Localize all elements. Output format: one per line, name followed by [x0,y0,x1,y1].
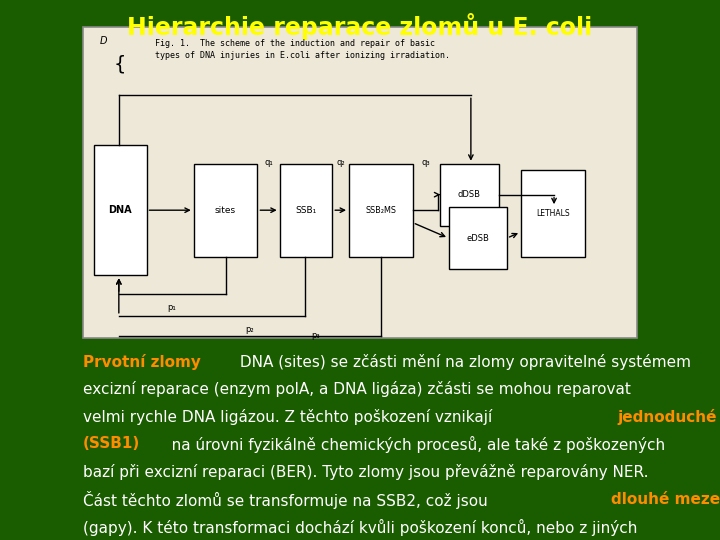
Text: bazí při excizní reparaci (BER). Tyto zlomy jsou převážně reparovány NER.: bazí při excizní reparaci (BER). Tyto zl… [83,464,648,480]
Text: p₃: p₃ [311,331,320,340]
Text: DNA (sites) se zčásti mění na zlomy opravitelné systémem: DNA (sites) se zčásti mění na zlomy opra… [235,354,691,370]
Text: (SSB1): (SSB1) [83,436,140,451]
Text: (gapy). K této transformaci dochází kvůli poškození konců, nebo z jiných: (gapy). K této transformaci dochází kvůl… [83,519,637,536]
Text: Prvotní zlomy: Prvotní zlomy [83,354,201,370]
FancyBboxPatch shape [83,27,637,338]
FancyBboxPatch shape [449,207,507,269]
Text: LETHALS: LETHALS [536,209,570,218]
Text: jednoduché zlomy: jednoduché zlomy [617,409,720,425]
Text: Část těchto zlomů se transformuje na SSB2, což jsou: Část těchto zlomů se transformuje na SSB… [83,491,492,509]
Text: p₂: p₂ [245,325,253,334]
FancyBboxPatch shape [441,164,498,226]
Text: q₃: q₃ [421,158,430,167]
Text: SSB₁: SSB₁ [295,206,317,215]
Text: DNA: DNA [109,205,132,215]
Text: sites: sites [215,206,236,215]
Text: na úrovni fyzikálně chemických procesů, ale také z poškozených: na úrovni fyzikálně chemických procesů, … [157,436,665,454]
Text: q₂: q₂ [337,158,346,167]
FancyBboxPatch shape [94,145,147,275]
Text: Hierarchie reparace zlomů u E. coli: Hierarchie reparace zlomů u E. coli [127,14,593,40]
Text: eDSB: eDSB [467,234,490,242]
Text: Fig. 1.  The scheme of the induction and repair of basic
types of DNA injuries i: Fig. 1. The scheme of the induction and … [155,39,450,60]
Text: q₁: q₁ [264,158,273,167]
Text: SSB₂MS: SSB₂MS [365,206,396,215]
Text: {: { [113,55,126,74]
Text: p₁: p₁ [167,303,176,312]
FancyBboxPatch shape [521,170,585,257]
FancyBboxPatch shape [349,164,413,257]
FancyBboxPatch shape [279,164,332,257]
Text: dDSB: dDSB [458,190,481,199]
Text: D: D [99,36,107,46]
Text: excizní reparace (enzym polA, a DNA ligáza) zčásti se mohou reparovat: excizní reparace (enzym polA, a DNA ligá… [83,381,631,397]
FancyBboxPatch shape [194,164,258,257]
Text: velmi rychle DNA ligázou. Z těchto poškození vznikají: velmi rychle DNA ligázou. Z těchto poško… [83,409,497,425]
Text: dlouhé mezery: dlouhé mezery [611,491,720,508]
